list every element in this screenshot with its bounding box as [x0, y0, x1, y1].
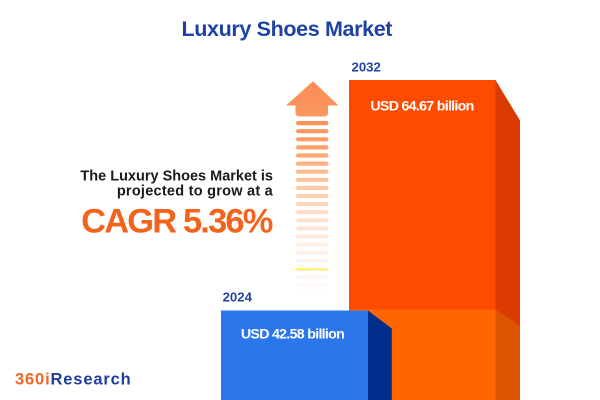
- svg-text:CAGR 5.36%: CAGR 5.36%: [81, 202, 273, 240]
- svg-text:2024: 2024: [223, 290, 253, 305]
- svg-text:360iResearch: 360iResearch: [15, 371, 132, 389]
- svg-text:Luxury Shoes Market: Luxury Shoes Market: [181, 17, 392, 41]
- svg-text:USD 42.58 billion: USD 42.58 billion: [241, 327, 344, 343]
- svg-text:USD 64.67 billion: USD 64.67 billion: [370, 99, 473, 115]
- svg-text:The Luxury Shoes Market is: The Luxury Shoes Market is: [80, 169, 273, 185]
- svg-text:projected to grow at a: projected to grow at a: [117, 184, 274, 200]
- svg-text:2032: 2032: [352, 60, 381, 75]
